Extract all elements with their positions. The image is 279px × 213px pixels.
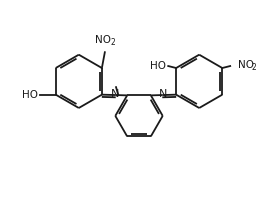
Text: HO: HO — [150, 61, 166, 71]
Text: 2: 2 — [252, 63, 257, 72]
Text: N: N — [159, 89, 167, 99]
Text: N: N — [110, 89, 119, 99]
Text: HO: HO — [22, 90, 38, 100]
Text: NO: NO — [95, 35, 111, 45]
Text: NO: NO — [238, 60, 254, 70]
Text: 2: 2 — [111, 38, 116, 47]
